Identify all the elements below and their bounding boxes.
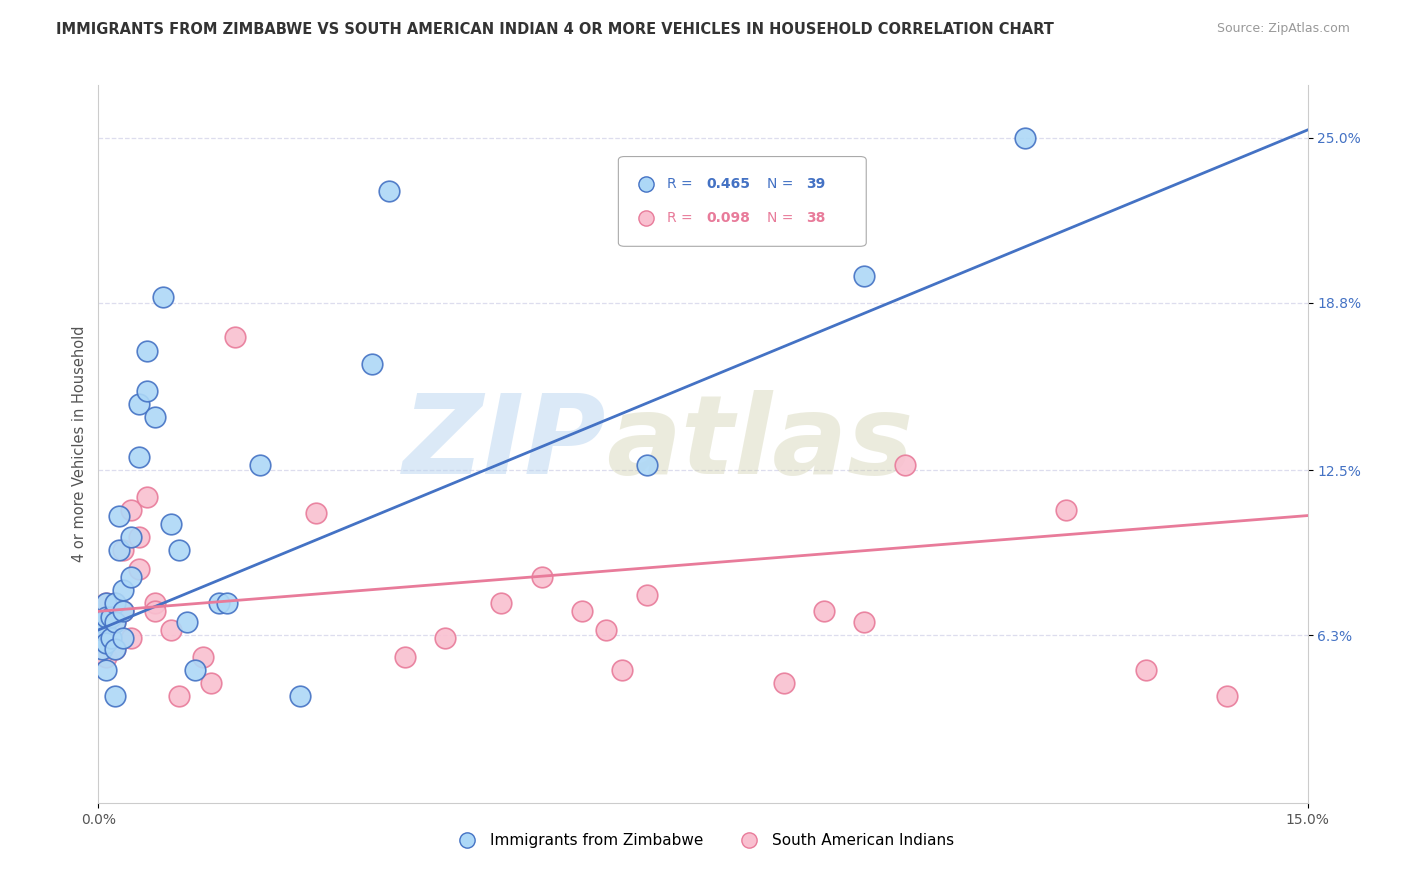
Point [100,609,122,624]
Point [96,663,118,677]
Point [103,615,125,629]
Point [143,596,166,610]
Point [135,343,157,358]
Point [249,458,271,472]
Point [167,543,190,558]
Point [96,596,118,610]
Point [595,623,617,637]
Point [772,676,794,690]
Point [377,184,399,198]
Point [184,663,207,677]
Point [1216,690,1239,704]
Point [128,397,150,411]
Point [120,570,142,584]
Point [103,641,125,656]
Point [193,649,215,664]
Point [491,596,513,610]
Text: 0.465: 0.465 [707,177,751,191]
Point [1014,131,1036,145]
Point [1135,663,1157,677]
Point [636,588,658,602]
Point [91,615,114,629]
Point [612,663,634,677]
Legend: Immigrants from Zimbabwe, South American Indians: Immigrants from Zimbabwe, South American… [446,827,960,854]
Point [571,604,593,618]
Point [208,596,231,610]
Point [91,641,114,656]
Text: 39: 39 [806,177,825,191]
Point [120,503,142,517]
Point [107,508,129,523]
Point [167,690,190,704]
Point [176,615,198,629]
Point [96,636,118,650]
Point [893,458,915,472]
Point [128,530,150,544]
Point [200,676,222,690]
Point [394,649,416,664]
Point [96,609,118,624]
Point [120,530,142,544]
Y-axis label: 4 or more Vehicles in Household: 4 or more Vehicles in Household [72,326,87,562]
Point [120,631,142,645]
Point [111,631,134,645]
Point [853,269,876,284]
Point [135,490,157,504]
Point [128,562,150,576]
Text: ZIP: ZIP [402,391,606,497]
Point [636,458,658,472]
Point [217,596,239,610]
Point [434,631,457,645]
Point [91,615,114,629]
Text: atlas: atlas [606,391,914,497]
Point [94,631,117,645]
Point [103,641,125,656]
Point [96,596,118,610]
Text: R =: R = [666,177,697,191]
Point [111,543,134,558]
Text: Source: ZipAtlas.com: Source: ZipAtlas.com [1216,22,1350,36]
Point [143,604,166,618]
Point [530,570,553,584]
Point [160,623,183,637]
Text: N =: N = [768,177,797,191]
Text: IMMIGRANTS FROM ZIMBABWE VS SOUTH AMERICAN INDIAN 4 OR MORE VEHICLES IN HOUSEHOL: IMMIGRANTS FROM ZIMBABWE VS SOUTH AMERIC… [56,22,1054,37]
Point [143,410,166,425]
Point [135,384,157,398]
Text: R =: R = [666,211,697,225]
Text: N =: N = [768,211,797,225]
Point [103,690,125,704]
Point [853,615,876,629]
Point [100,631,122,645]
Point [1054,503,1077,517]
Point [224,330,246,344]
Point [103,615,125,629]
Point [103,596,125,610]
Point [128,450,150,464]
Point [103,596,125,610]
Point [152,291,174,305]
Point [94,623,117,637]
Point [288,690,311,704]
Text: 0.098: 0.098 [707,211,751,225]
Point [96,649,118,664]
Point [111,582,134,597]
Text: 38: 38 [806,211,825,225]
Point [107,543,129,558]
Point [361,357,384,371]
Point [160,516,183,531]
Point [111,604,134,618]
Point [813,604,835,618]
Point [305,506,328,520]
FancyBboxPatch shape [619,157,866,246]
Point [111,604,134,618]
Point [100,609,122,624]
